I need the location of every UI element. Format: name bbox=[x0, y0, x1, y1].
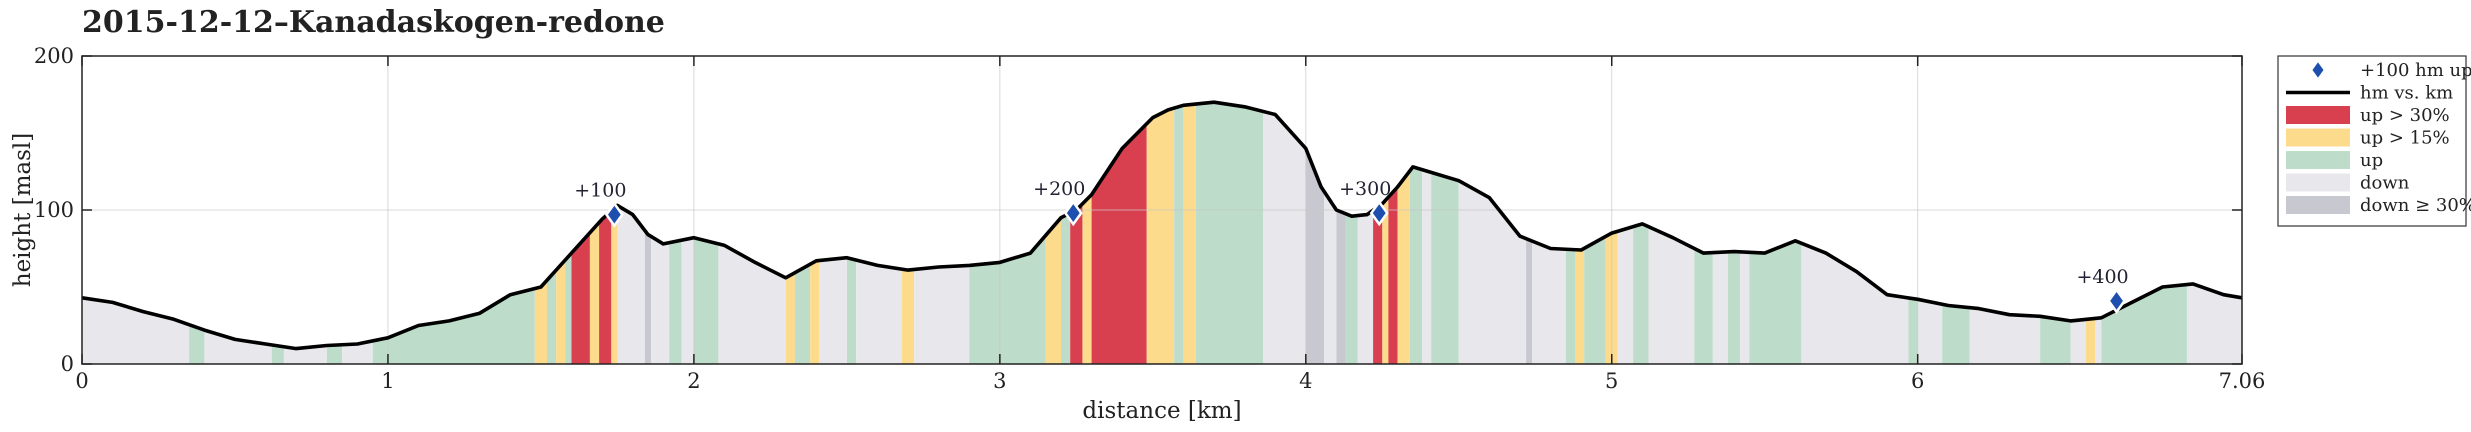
legend-label: up > 15% bbox=[2360, 128, 2450, 149]
x-tick-label: 6 bbox=[1911, 369, 1924, 393]
y-tick-label: 0 bbox=[61, 352, 74, 376]
segment-up15 bbox=[589, 102, 600, 364]
legend-label: down bbox=[2360, 173, 2410, 194]
climb-marker bbox=[2107, 287, 2127, 314]
chart-title: 2015-12-12–Kanadaskogen-redone bbox=[82, 5, 665, 40]
segment-up15 bbox=[1183, 102, 1196, 364]
segment-up bbox=[1174, 102, 1184, 364]
legend-label: up bbox=[2360, 150, 2383, 171]
legend-swatch-up15 bbox=[2286, 128, 2350, 147]
segment-down30 bbox=[1336, 102, 1346, 364]
climb-marker-label: +300 bbox=[1339, 178, 1391, 200]
x-tick-label: 2 bbox=[687, 369, 700, 393]
x-tick-label: 7.06 bbox=[2219, 369, 2266, 393]
x-tick-label: 5 bbox=[1605, 369, 1618, 393]
climb-marker bbox=[604, 201, 624, 228]
segment-down bbox=[1422, 102, 1432, 364]
plot-area: 0 1 2 3 4 5 6 7.06 0 100 200 +100 +200 +300 +400 bbox=[34, 44, 2265, 393]
axis-ticks: 0 1 2 3 4 5 6 7.06 0 100 200 bbox=[34, 44, 2265, 393]
climb-markers: +100 +200 +300 +400 bbox=[574, 178, 2129, 314]
segment-up bbox=[1061, 102, 1071, 364]
legend-swatch-down bbox=[2286, 173, 2350, 192]
segment-up bbox=[1214, 102, 1263, 364]
segment-up bbox=[1195, 102, 1215, 364]
legend-marker-icon bbox=[2310, 59, 2326, 81]
legend-label: down ≥ 30% bbox=[2360, 195, 2471, 216]
x-tick-label: 0 bbox=[75, 369, 88, 393]
climb-marker-label: +400 bbox=[2076, 266, 2128, 288]
segment-up15 bbox=[611, 102, 618, 364]
segment-up15 bbox=[1082, 102, 1092, 364]
profile-line bbox=[81, 100, 2243, 351]
x-axis-label: distance [km] bbox=[1082, 398, 1241, 424]
y-axis-label: height [masl] bbox=[10, 133, 36, 288]
y-tick-label: 200 bbox=[34, 44, 74, 68]
legend-swatch-down30 bbox=[2286, 196, 2350, 214]
grid bbox=[82, 56, 2242, 364]
climb-marker-label: +200 bbox=[1033, 178, 1085, 200]
climb-marker bbox=[1063, 199, 1083, 227]
segment-up15 bbox=[1382, 102, 1389, 364]
x-tick-label: 4 bbox=[1299, 369, 1312, 393]
segment-down bbox=[1263, 102, 1306, 364]
segment-up30 bbox=[1373, 102, 1383, 364]
segment-up30 bbox=[1388, 102, 1398, 364]
legend-label: +100 hm up bbox=[2360, 60, 2471, 81]
climb-marker-label: +100 bbox=[574, 180, 626, 202]
climb-marker bbox=[1369, 199, 1389, 227]
legend-swatch-up30 bbox=[2286, 106, 2350, 124]
legend-label: up > 30% bbox=[2360, 105, 2450, 126]
x-tick-label: 3 bbox=[993, 369, 1006, 393]
legend-label: hm vs. km bbox=[2360, 83, 2453, 104]
legend-swatch-up bbox=[2286, 151, 2350, 169]
segment-up15 bbox=[1146, 102, 1175, 364]
y-tick-label: 100 bbox=[34, 198, 74, 222]
x-tick-label: 1 bbox=[381, 369, 394, 393]
